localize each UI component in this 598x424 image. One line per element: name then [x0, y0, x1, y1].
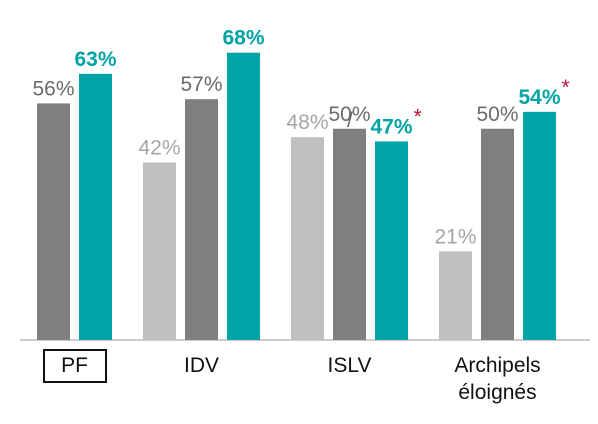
value-label: 42%: [138, 137, 180, 160]
bar: [375, 141, 408, 340]
value-label: 50%: [476, 103, 518, 126]
value-label: 50%: [328, 103, 370, 126]
value-label: 68%: [222, 27, 264, 50]
value-label: 47%: [370, 115, 412, 138]
bar: [79, 73, 112, 340]
x-tick-label: PF: [42, 349, 107, 383]
value-label: 54%: [518, 86, 560, 109]
value-mark: *: [562, 76, 570, 99]
bar: [523, 111, 556, 340]
bar: [185, 99, 218, 340]
bar: [439, 251, 472, 340]
bar: [37, 103, 70, 341]
bar: [291, 137, 324, 340]
value-label: 56%: [32, 77, 74, 100]
x-tick-label: ISLV: [327, 354, 372, 377]
x-tick-label: Archipels éloignés: [454, 354, 541, 404]
x-tick-label: IDV: [183, 354, 219, 377]
bar: [227, 52, 260, 340]
value-label: 21%: [434, 225, 476, 248]
bar: [481, 128, 514, 340]
annotation: /: [347, 109, 353, 132]
bar: [143, 162, 176, 340]
value-mark: *: [414, 105, 422, 128]
bar: [333, 128, 366, 340]
value-label: 57%: [180, 73, 222, 96]
value-label: 63%: [74, 48, 116, 71]
value-label: 48%: [286, 111, 328, 134]
